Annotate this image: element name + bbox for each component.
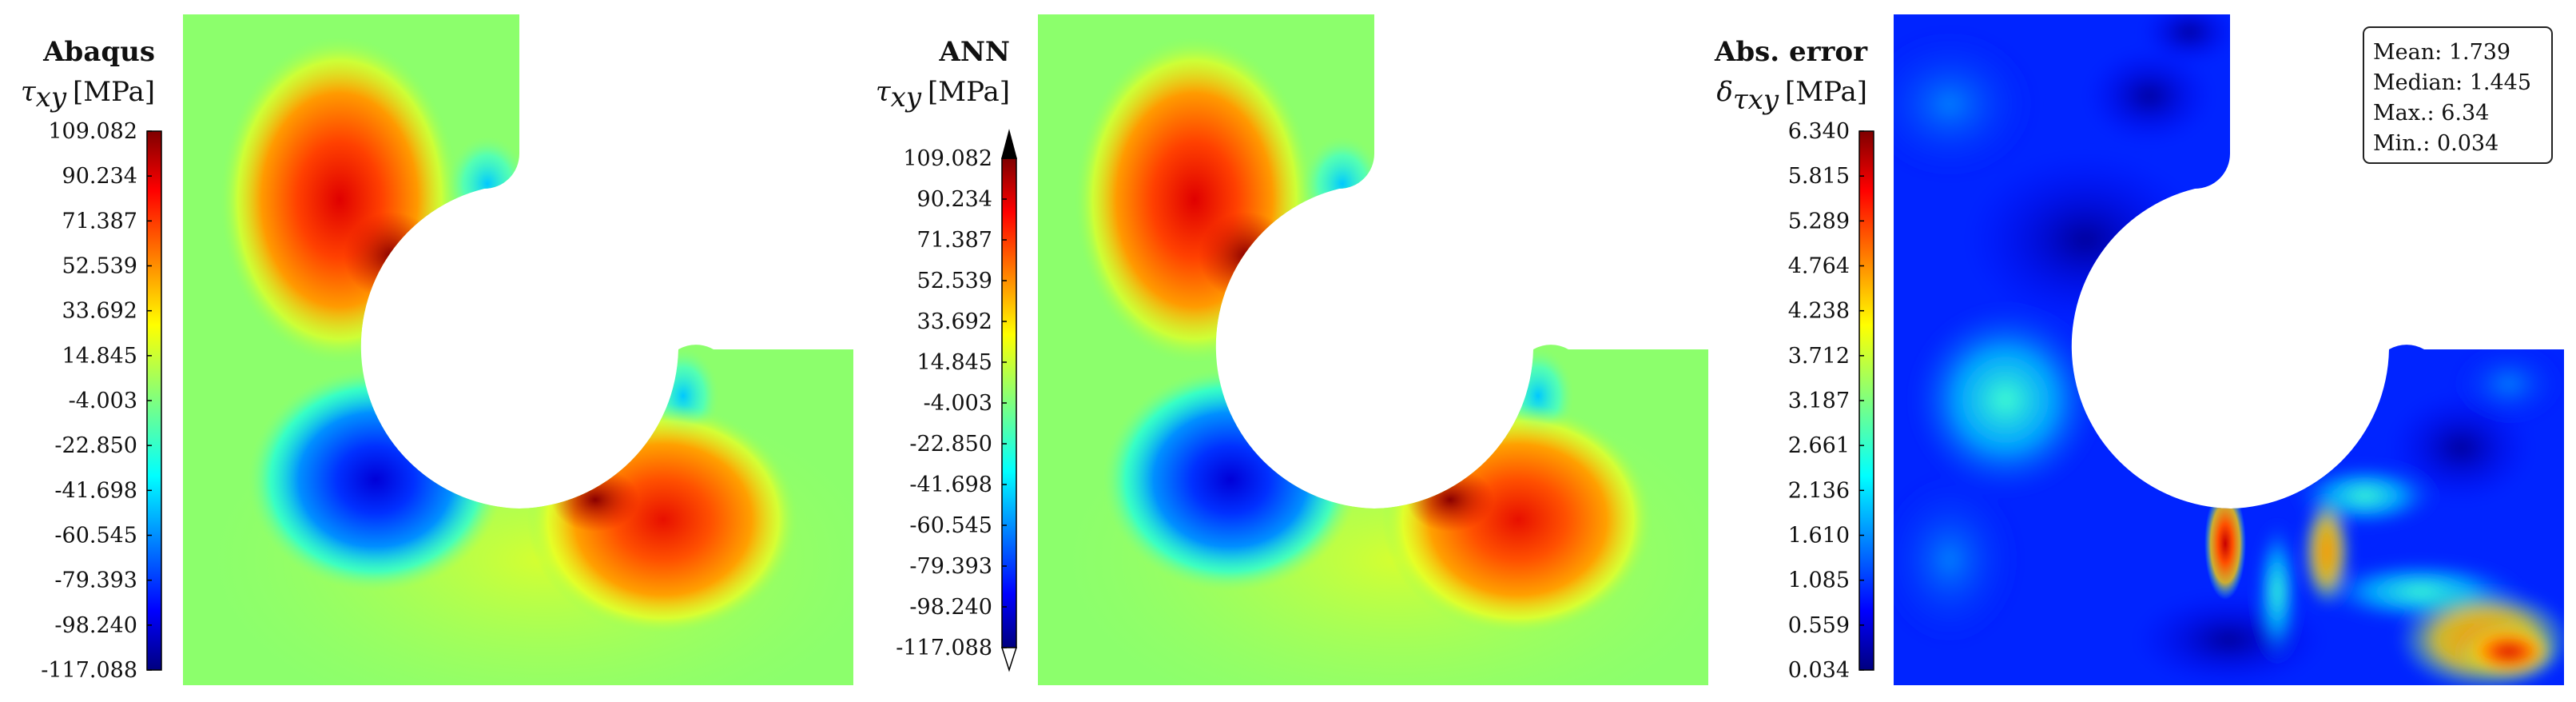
ann-colorbar-tick-label: -117.088 [896, 636, 992, 660]
abaqus-colorbar-tick-label: -41.698 [54, 478, 137, 503]
error-colorbar-tick-label: 5.289 [1788, 209, 1850, 233]
ann-colorbar-ticks: 109.082 90.234 71.387 52.539 33.692 14.845 -4.… [896, 146, 1007, 660]
ann-colorbar-max-extend [1001, 129, 1017, 159]
error-quantity-label: δτxy [MPa] [1716, 76, 1867, 116]
error-colorbar-tick-label: 1.085 [1788, 568, 1850, 593]
abaqus-colorbar-tick-label: 109.082 [48, 119, 137, 144]
ann-colorbar-tick-label: 33.692 [917, 309, 992, 334]
ann-colorbar-tick-label: -98.240 [909, 595, 992, 620]
ann-colorbar-tick-label: -22.850 [909, 432, 992, 457]
ann-colorbar-tick-label: 52.539 [917, 269, 992, 293]
ann-colorbar-tick-label: -41.698 [909, 473, 992, 497]
abaqus-colorbar-tick-label: -79.393 [54, 568, 137, 593]
ann-quantity-label: τxy [MPa] [876, 76, 1010, 114]
error-colorbar-tick-label: 5.815 [1788, 164, 1850, 189]
abaqus-panel: 109.082 90.234 71.387 52.539 33.692 14.845 -4.… [21, 14, 853, 685]
ann-field [1038, 14, 1708, 685]
error-colorbar-tick-label: 1.610 [1788, 524, 1850, 548]
ann-colorbar-tick-label: 90.234 [917, 187, 992, 212]
abaqus-colorbar-tick-label: 71.387 [62, 209, 137, 233]
abaqus-colorbar-tick-label: -117.088 [41, 658, 137, 683]
ann-title: ANN [938, 36, 1010, 68]
error-title: Abs. error [1714, 36, 1868, 68]
abaqus-quantity-label: τxy [MPa] [21, 76, 155, 114]
abaqus-colorbar-tick-label: 90.234 [62, 164, 137, 189]
abaqus-colorbar-tick-label: -60.545 [54, 524, 137, 548]
abaqus-title: Abaqus [42, 36, 155, 68]
stat-min: Min.: 0.034 [2373, 131, 2498, 156]
error-colorbar-ticks: 6.340 5.815 5.289 4.764 4.238 3.712 3.187 2.661… [1788, 119, 1864, 683]
error-colorbar-tick-label: 4.764 [1788, 254, 1850, 279]
error-colorbar-tick-label: 6.340 [1788, 119, 1850, 144]
error-colorbar-tick-label: 0.034 [1788, 658, 1850, 683]
ann-colorbar-tick-label: -60.545 [909, 513, 992, 538]
abaqus-colorbar-tick-label: 52.539 [62, 254, 137, 279]
ann-panel: 109.082 90.234 71.387 52.539 33.692 14.845 -4.… [876, 14, 1708, 685]
abaqus-colorbar-tick-label: -22.850 [54, 433, 137, 458]
ann-colorbar-tick-label: 71.387 [917, 228, 992, 253]
abaqus-colorbar-tick-label: -4.003 [69, 389, 137, 413]
stat-mean: Mean: 1.739 [2373, 40, 2510, 65]
error-panel: 6.340 5.815 5.289 4.764 4.238 3.712 3.187 2.661… [1714, 14, 2564, 685]
error-colorbar-tick-label: 2.661 [1788, 433, 1850, 458]
ann-colorbar-tick-label: 109.082 [903, 146, 992, 171]
error-colorbar-tick-label: 3.712 [1788, 344, 1850, 369]
ann-colorbar-tick-label: 14.845 [917, 350, 992, 375]
error-colorbar-tick-label: 2.136 [1788, 478, 1850, 503]
error-colorbar-tick-label: 4.238 [1788, 299, 1850, 324]
abaqus-field [183, 14, 853, 685]
abaqus-colorbar-ticks: 109.082 90.234 71.387 52.539 33.692 14.845 -4.… [41, 119, 152, 683]
error-colorbar-tick-label: 3.187 [1788, 389, 1850, 413]
ann-colorbar-tick-label: -79.393 [909, 554, 992, 579]
abaqus-colorbar-tick-label: -98.240 [54, 613, 137, 638]
error-stats-box: Mean: 1.739 Median: 1.445 Max.: 6.34 Min… [2363, 26, 2553, 164]
ann-colorbar-min-extend [1000, 647, 1018, 672]
stat-max: Max.: 6.34 [2373, 101, 2489, 126]
abaqus-colorbar-tick-label: 14.845 [62, 344, 137, 369]
error-colorbar-tick-label: 0.559 [1788, 613, 1850, 638]
stat-median: Median: 1.445 [2373, 70, 2531, 95]
abaqus-colorbar-tick-label: 33.692 [62, 299, 137, 324]
ann-colorbar-tick-label: -4.003 [924, 391, 992, 416]
